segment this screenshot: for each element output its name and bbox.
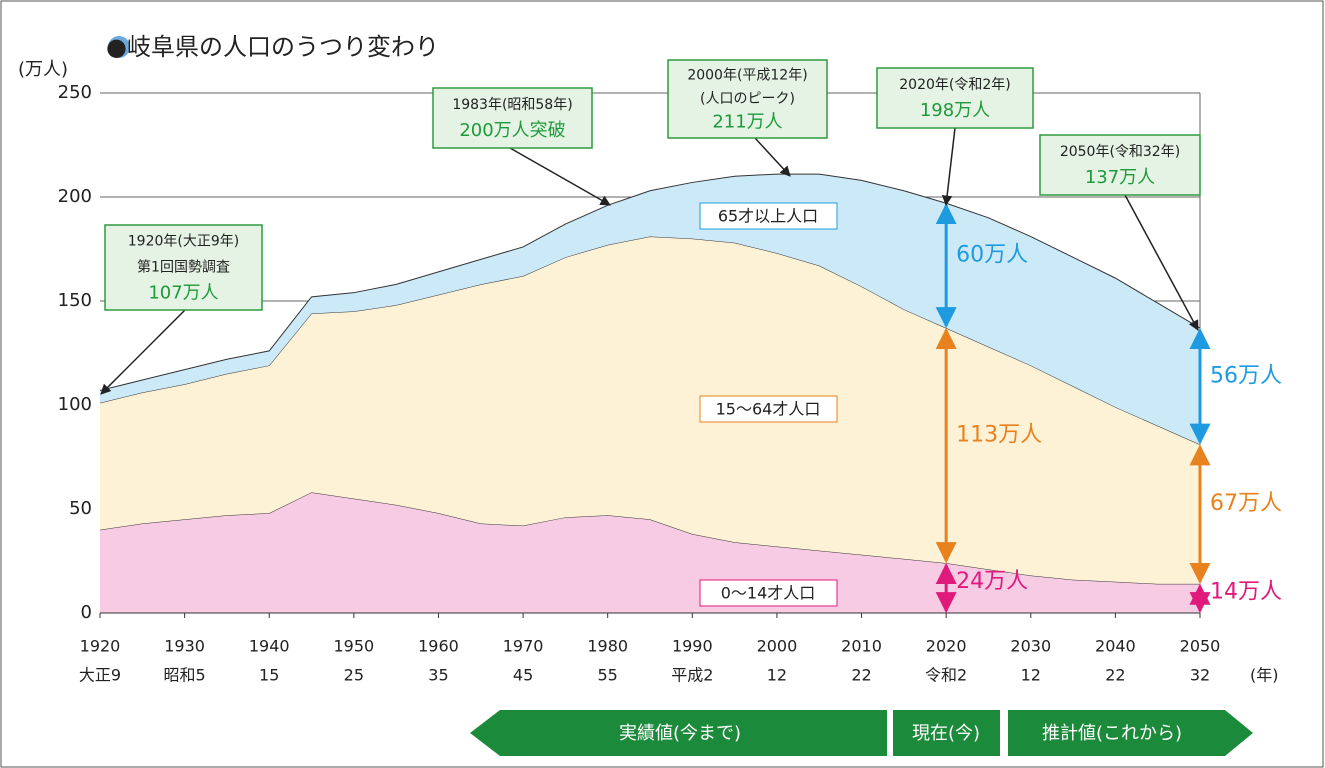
x-tick-label: 2030 <box>1010 637 1051 656</box>
x-tick-label: 2000 <box>757 637 798 656</box>
x-axis-label: (年) <box>1250 666 1279 685</box>
y-tick-label: 100 <box>58 394 92 415</box>
callout-text: 200万人突破 <box>459 120 565 141</box>
callout-text: 198万人 <box>920 100 990 121</box>
callout-text: 2050年(令和32年) <box>1060 144 1180 160</box>
era-label: 22 <box>1105 666 1125 685</box>
y-tick-label: 0 <box>81 602 92 623</box>
callout-text: 1983年(昭和58年) <box>452 97 572 113</box>
x-tick-label: 1940 <box>249 637 290 656</box>
era-label: 平成2 <box>671 666 713 685</box>
legend-label: 0〜14才人口 <box>721 584 816 603</box>
value-label: 24万人 <box>956 569 1028 594</box>
y-tick-label: 200 <box>58 186 92 207</box>
x-tick-label: 1950 <box>333 637 374 656</box>
era-label: 35 <box>428 666 448 685</box>
x-tick-label: 1930 <box>164 637 205 656</box>
x-tick-label: 2040 <box>1095 637 1136 656</box>
x-tick-label: 2050 <box>1180 637 1221 656</box>
x-tick-label: 1970 <box>503 637 544 656</box>
x-tick-label: 1920 <box>80 637 121 656</box>
legend-label: 15〜64才人口 <box>716 400 821 419</box>
x-tick-label: 2020 <box>926 637 967 656</box>
x-tick-label: 1960 <box>418 637 459 656</box>
era-label: 32 <box>1190 666 1210 685</box>
y-tick-label: 250 <box>58 82 92 103</box>
phase-label: 現在(今) <box>912 723 980 744</box>
era-label: 55 <box>598 666 618 685</box>
era-label: 令和2 <box>925 666 967 685</box>
era-label: 大正9 <box>79 666 121 685</box>
y-tick-label: 50 <box>69 498 92 519</box>
era-label: 12 <box>767 666 787 685</box>
era-label: 22 <box>851 666 871 685</box>
value-label: 67万人 <box>1210 491 1282 516</box>
value-label: 60万人 <box>956 243 1028 268</box>
chart: ●岐阜県の人口のうつり変わり (万人) (年) 0 50 100 150 200 250 1… <box>0 0 1325 768</box>
legend-label: 65才以上人口 <box>718 207 818 226</box>
x-tick-label: 1990 <box>672 637 713 656</box>
callout-text: 137万人 <box>1085 167 1155 188</box>
era-label: 45 <box>513 666 533 685</box>
phase-label: 実績値(今まで) <box>619 723 741 744</box>
era-label: 12 <box>1021 666 1041 685</box>
callout-text: 211万人 <box>712 112 782 133</box>
y-axis-label: (万人) <box>18 59 68 80</box>
x-tick-label: 1980 <box>587 637 628 656</box>
y-tick-label: 150 <box>58 290 92 311</box>
callout-text: 2000年(平成12年) <box>687 67 807 83</box>
callout-text: (人口のピーク) <box>700 91 795 107</box>
value-label: 14万人 <box>1210 579 1282 604</box>
callout-text: 2020年(令和2年) <box>899 77 1010 93</box>
era-label: 15 <box>259 666 279 685</box>
callout-text: 第1回国勢調査 <box>137 259 230 276</box>
callout-text: 107万人 <box>148 282 218 303</box>
callout-text: 1920年(大正9年) <box>128 234 239 250</box>
era-label: 昭和5 <box>164 666 206 685</box>
phase-label: 推計値(これから) <box>1042 723 1182 744</box>
x-tick-label: 2010 <box>841 637 882 656</box>
era-label: 25 <box>344 666 364 685</box>
chart-title: ●岐阜県の人口のうつり変わり <box>106 33 439 61</box>
value-label: 113万人 <box>956 423 1042 448</box>
value-label: 56万人 <box>1210 363 1282 388</box>
